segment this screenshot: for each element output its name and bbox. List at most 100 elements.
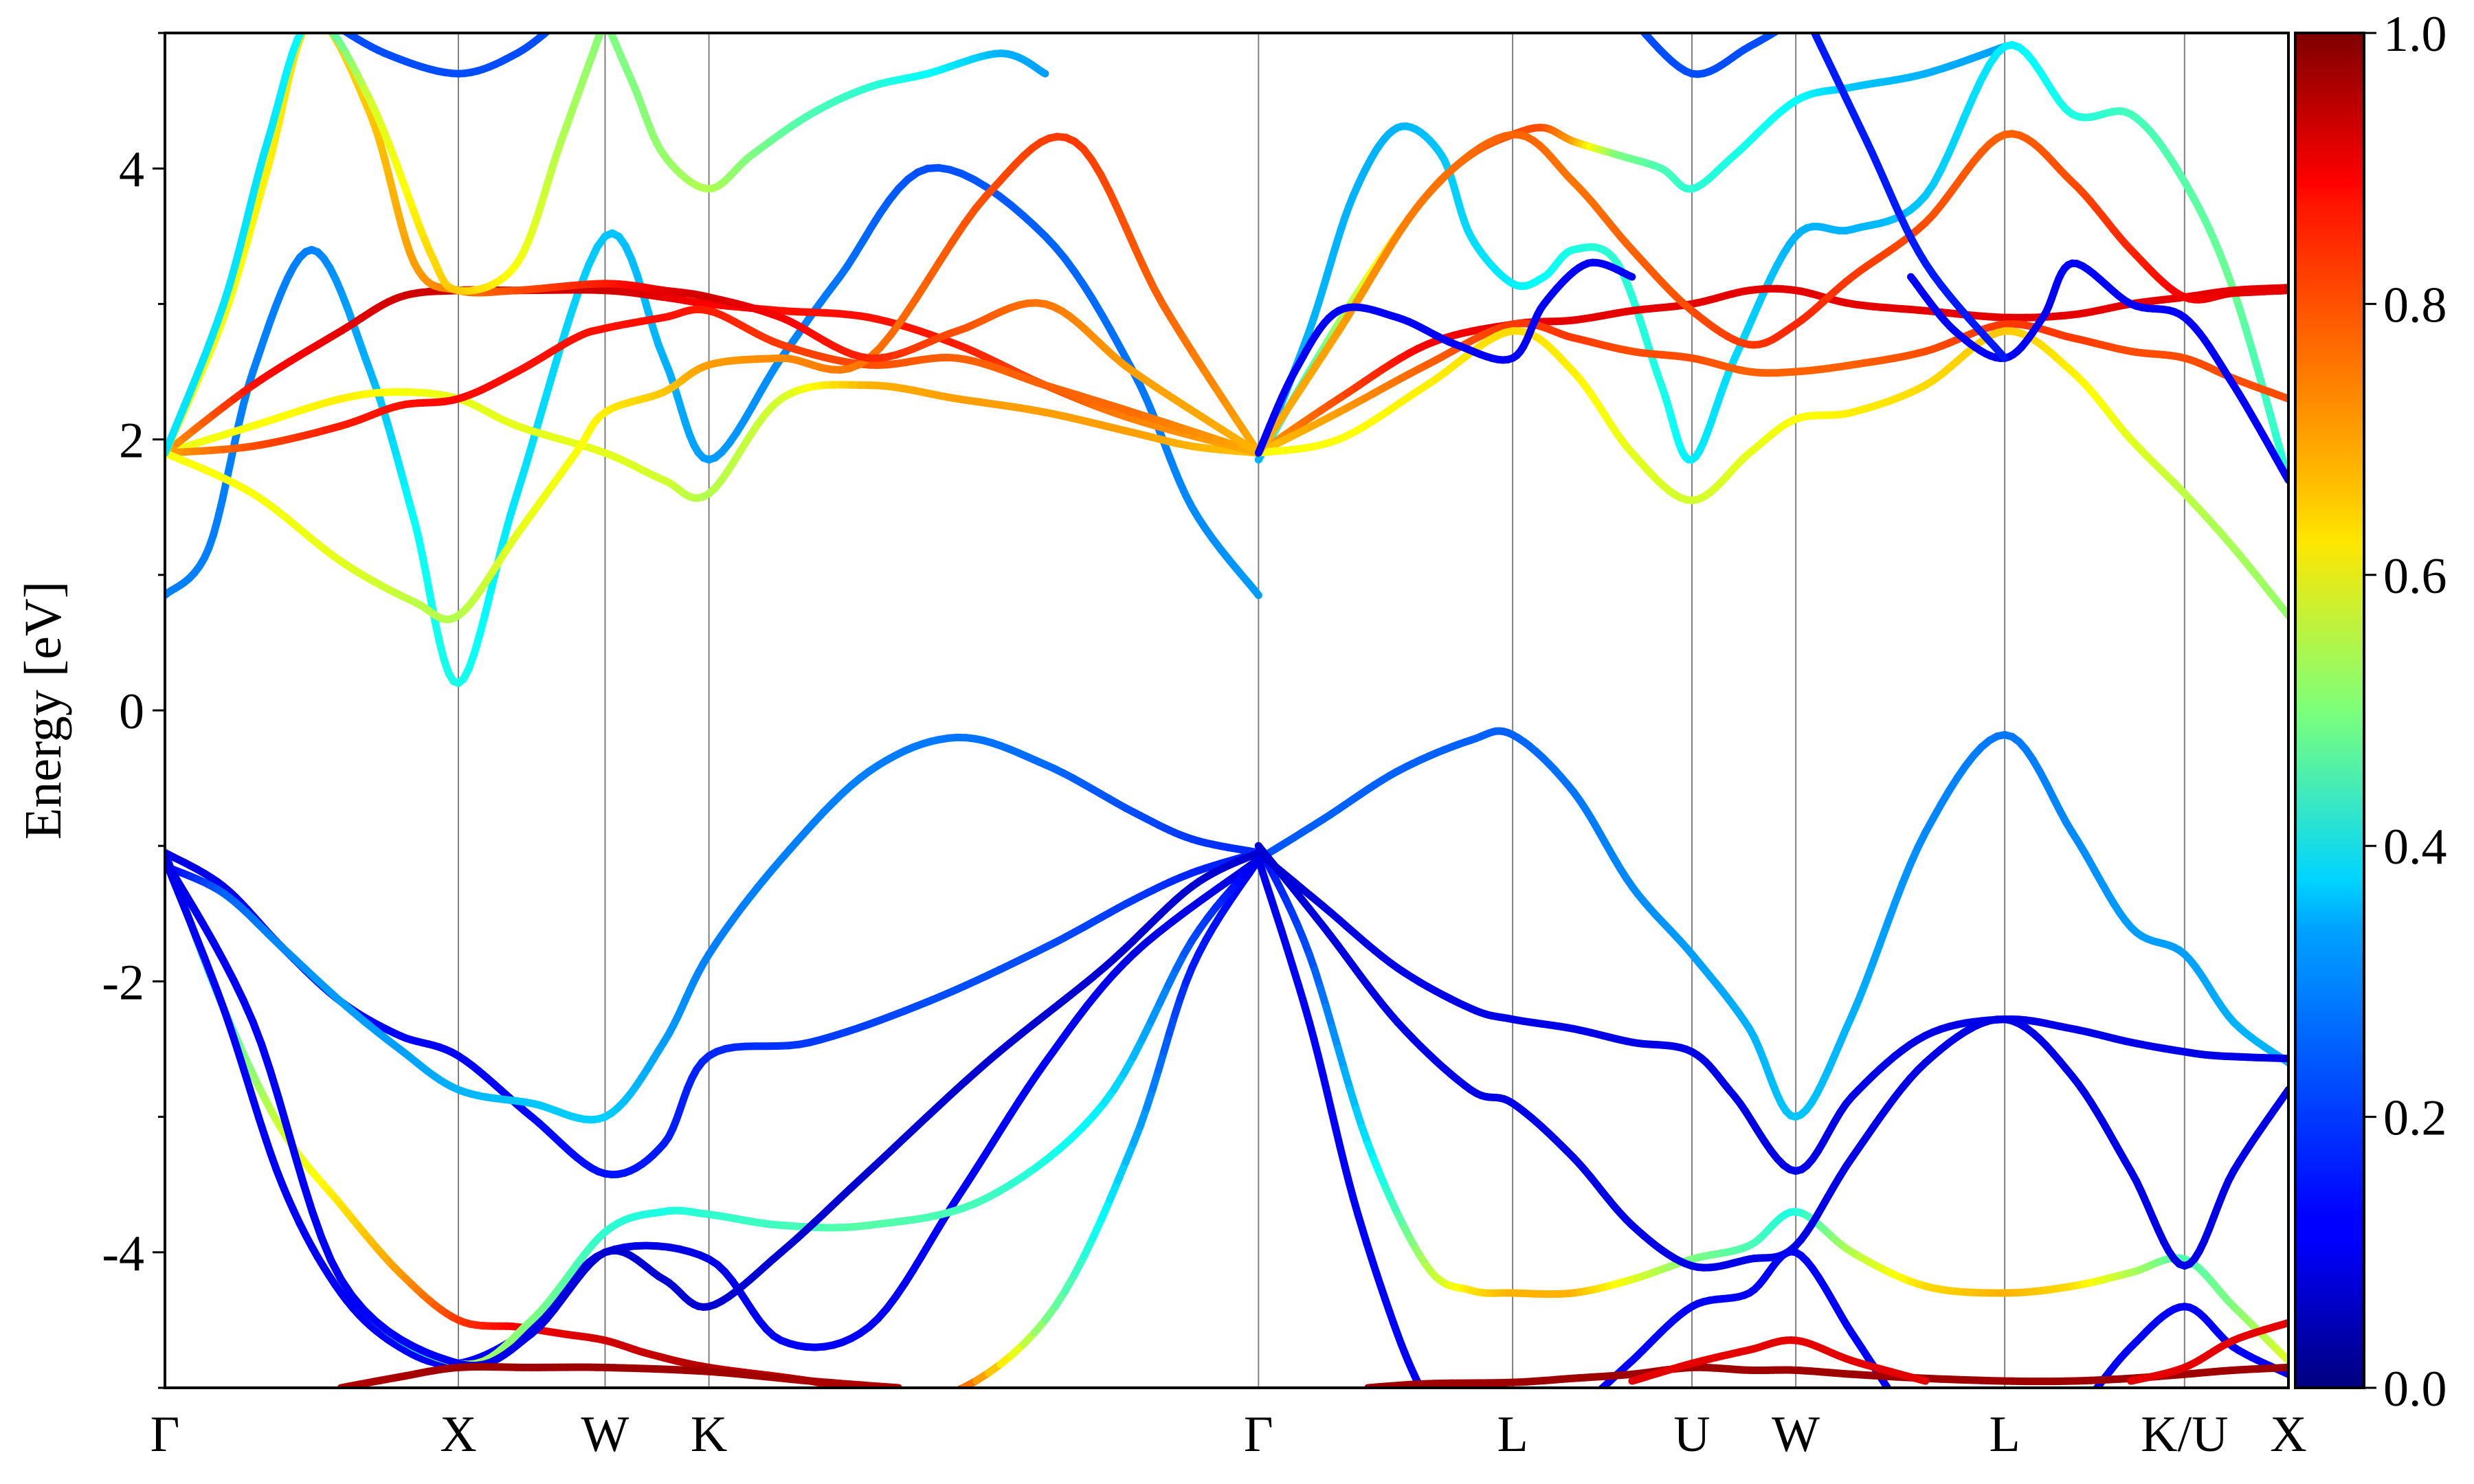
x-tick-label: K/U (2141, 1406, 2228, 1463)
band-segment (499, 513, 514, 546)
band-segment (312, 19, 317, 20)
band-segment (1038, 68, 1049, 78)
band-23 (165, 19, 1262, 457)
y-tick-label: 2 (119, 413, 144, 469)
band-28 (1254, 41, 2288, 484)
band-30 (1254, 319, 2288, 457)
band-segment (1891, 1393, 1894, 1397)
band-5 (165, 855, 1262, 1369)
band-segment (880, 1400, 893, 1402)
band-15 (1364, 1363, 2288, 1388)
band-segment (307, 19, 311, 24)
band-segment (322, 21, 328, 27)
band-segment (1588, 1399, 1591, 1401)
band-segment (892, 1402, 904, 1404)
band-segment (868, 1397, 880, 1401)
band-segment (1917, 1375, 1930, 1385)
band-lines (165, 19, 2288, 1404)
band-segment (293, 33, 305, 44)
band-segment (258, 1041, 274, 1075)
y-tick-label: -2 (102, 954, 144, 1011)
band-segment (334, 24, 339, 27)
colorbar-ticks: 0.0 0.2 0.4 0.6 0.8 1.0 (2364, 6, 2447, 1417)
band-34 (1907, 259, 2288, 484)
band-segment (282, 1123, 299, 1160)
band-7 (1254, 842, 2288, 1365)
plot-frame (164, 32, 2290, 1389)
band-segment (939, 1393, 952, 1398)
band-segment (1785, 23, 1790, 26)
colorbar-tick-label: 0.4 (2383, 819, 2447, 875)
x-tick-label: L (1497, 1406, 1528, 1463)
band-segment (2092, 1384, 2101, 1388)
band-segment (1781, 25, 1786, 28)
band-35 (1636, 19, 1796, 78)
band-segment (1596, 1384, 1606, 1388)
y-axis-label: Energy [eV] (14, 581, 72, 840)
band-segment (1591, 1396, 1594, 1399)
band-4 (165, 855, 1262, 1369)
colorbar-tick-label: 0.6 (2383, 548, 2447, 605)
band-segment (544, 33, 551, 35)
band-segment (317, 1233, 335, 1264)
x-tick-label: W (1772, 1406, 1820, 1463)
band-segment (552, 24, 555, 27)
x-tick-label: W (581, 1406, 629, 1463)
band-2 (165, 733, 1262, 1124)
band-21 (165, 305, 1262, 457)
band-segment (1996, 348, 2009, 362)
band-segment (300, 1180, 317, 1216)
band-segment (240, 997, 257, 1026)
band-segment (1772, 33, 1781, 35)
band-segment (317, 19, 322, 22)
band-segment (555, 21, 559, 24)
colorbar-tick-label: 0.0 (2383, 1361, 2447, 1417)
band-segment (249, 1018, 266, 1049)
band-segment (1893, 1397, 1896, 1402)
band-segment (506, 490, 521, 521)
band-segment (841, 1386, 851, 1388)
band-segment (911, 276, 932, 304)
band-segment (1425, 1397, 1427, 1401)
high-symmetry-lines (457, 33, 2185, 1388)
colorbar (2294, 32, 2365, 1389)
band-segment (291, 1151, 308, 1189)
band-14 (337, 1362, 902, 1388)
x-tick-label: U (1673, 1406, 1710, 1463)
band-segment (928, 1398, 939, 1402)
band-32 (1254, 130, 2288, 457)
band-segment (1423, 1393, 1425, 1397)
band-segment (2260, 388, 2274, 418)
band-segment (2089, 1394, 2093, 1398)
band-segment (323, 22, 329, 28)
band-segment (317, 19, 322, 22)
band-segment (340, 33, 348, 35)
band-16 (1628, 1336, 1930, 1385)
band-segment (1594, 1393, 1597, 1396)
band-segment (557, 311, 575, 350)
y-tick-label: -4 (102, 1226, 144, 1282)
band-segment (605, 19, 608, 23)
band-segment (607, 23, 609, 29)
band-8 (1254, 727, 2288, 1121)
band-segment (274, 1094, 291, 1131)
x-tick-label: Γ (1244, 1406, 1273, 1463)
band-segment (330, 21, 334, 24)
band-segment (1636, 23, 1640, 28)
band-segment (266, 1066, 282, 1102)
band-10 (1254, 842, 2288, 1272)
band-segment (1808, 19, 1812, 27)
band-24 (165, 19, 605, 457)
y-tick-label: 4 (119, 142, 144, 198)
band-segment (924, 256, 944, 284)
band-17 (2127, 1318, 2288, 1385)
band-segment (2247, 344, 2262, 374)
band-22 (165, 133, 1262, 623)
band-6 (165, 848, 1262, 1370)
band-segment (559, 19, 561, 21)
band-segment (1793, 19, 1796, 21)
band-segment (1251, 586, 1262, 599)
band-31 (1254, 327, 2288, 620)
colorbar-tick-label: 0.8 (2383, 277, 2447, 333)
colorbar-tick-label: 1.0 (2383, 6, 2447, 63)
